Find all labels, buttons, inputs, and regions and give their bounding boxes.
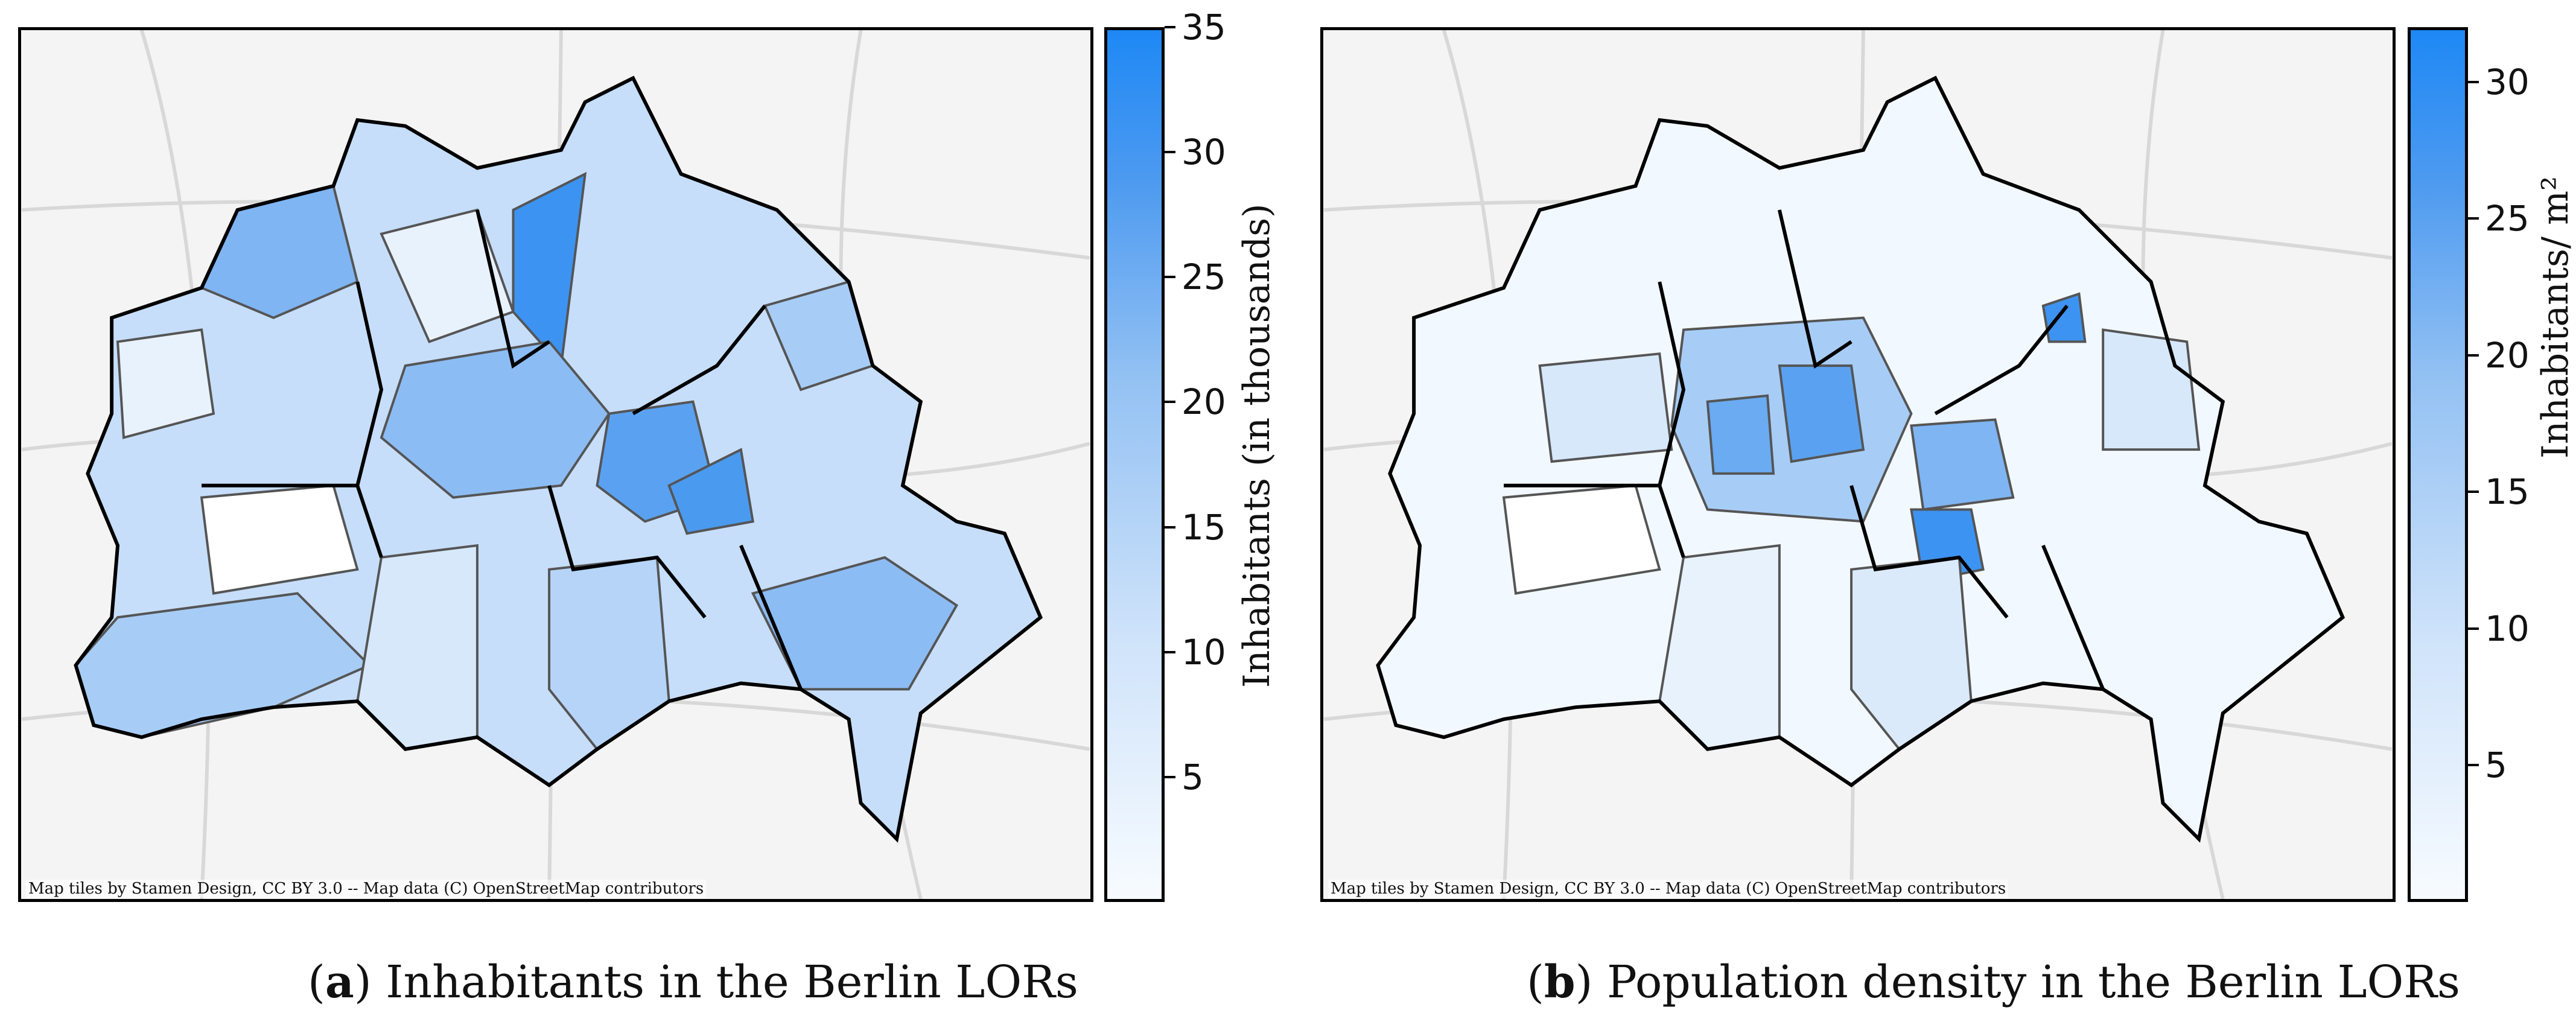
colorbar-tick-label: 15 (1181, 506, 1226, 548)
colorbar-tick-label: 20 (1181, 381, 1226, 423)
borough-borders-a (74, 75, 1043, 843)
caption-b-text: Population density in the Berlin LORs (1592, 956, 2460, 1008)
colorbar-tick-label: 5 (2485, 745, 2507, 786)
colorbar-tick-label: 30 (1181, 132, 1226, 173)
colorbar-tick (1165, 775, 1175, 778)
colorbar-tick-label: 25 (1181, 256, 1226, 298)
borough-borders-b (1376, 75, 2345, 843)
colorbar-tick (1165, 26, 1175, 28)
colorbar-a (1104, 27, 1165, 902)
colorbar-tick-label: 15 (2485, 471, 2530, 513)
berlin-lor-regions-b (1376, 76, 2344, 842)
colorbar-tick (1165, 650, 1175, 653)
choropleth-map-b (1323, 30, 2393, 899)
caption-b: (b) Population density in the Berlin LOR… (1527, 956, 2460, 1008)
caption-b-letter: b (1544, 956, 1576, 1008)
colorbar-tick (2468, 217, 2479, 220)
map-inhabitants[interactable]: Map tiles by Stamen Design, CC BY 3.0 --… (18, 27, 1093, 902)
colorbar-tick-label: 25 (2485, 198, 2530, 240)
colorbar-tick-label: 10 (2485, 608, 2530, 649)
map-attribution[interactable]: Map tiles by Stamen Design, CC BY 3.0 --… (1328, 880, 2009, 898)
colorbar-a-title: Inhabitants (in thousands) (1236, 203, 1278, 688)
colorbar-tick (1165, 401, 1175, 404)
colorbar-tick (2468, 354, 2479, 357)
colorbar-tick-label: 20 (2485, 334, 2530, 376)
colorbar-tick (2468, 627, 2479, 630)
caption-a-letter: a (325, 956, 354, 1008)
colorbar-tick-label: 5 (1181, 756, 1204, 798)
colorbar-tick-label: 10 (1181, 631, 1226, 673)
map-population-density[interactable]: Map tiles by Stamen Design, CC BY 3.0 --… (1320, 27, 2396, 902)
choropleth-map-a (21, 30, 1090, 899)
colorbar-tick (2468, 764, 2479, 767)
caption-a: (a) Inhabitants in the Berlin LORs (308, 956, 1078, 1008)
caption-a-text: Inhabitants in the Berlin LORs (371, 956, 1078, 1008)
berlin-lor-regions-a (74, 76, 1042, 842)
colorbar-tick (2468, 80, 2479, 83)
colorbar-tick-label: 35 (1181, 7, 1226, 48)
colorbar-tick (1165, 276, 1175, 279)
colorbar-b (2408, 27, 2468, 902)
colorbar-tick (1165, 151, 1175, 154)
colorbar-tick (2468, 491, 2479, 494)
colorbar-tick (1165, 526, 1175, 529)
map-attribution[interactable]: Map tiles by Stamen Design, CC BY 3.0 --… (26, 880, 707, 898)
colorbar-tick-label: 30 (2485, 61, 2530, 103)
colorbar-b-title: Inhabitants/ m² (2534, 176, 2576, 459)
